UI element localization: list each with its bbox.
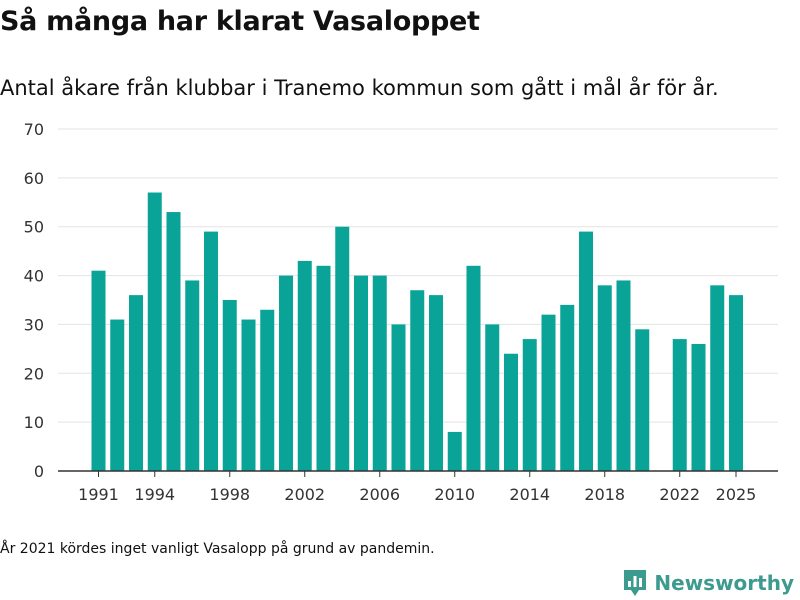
x-tick-label: 2006: [359, 485, 400, 504]
bar-chart: 0 10 20 30 40 50 60 70 1991 1994 1998 2002 2006 2010 2…: [24, 120, 778, 504]
y-tick-label: 60: [24, 169, 44, 188]
bar-2011: [466, 265, 481, 471]
bar-2010: [447, 431, 462, 471]
bar-2009: [429, 295, 443, 471]
bar-2001: [279, 275, 293, 471]
chart-title: Så många har klarat Vasaloppet: [0, 6, 480, 37]
bar-2000: [260, 309, 275, 471]
bar-2005: [354, 275, 368, 471]
footnote: År 2021 kördes inget vanligt Vasalopp på…: [0, 541, 435, 557]
bar-2012: [485, 324, 500, 471]
bar-2017: [579, 231, 593, 471]
bar-2013: [504, 353, 518, 471]
bar-2024: [710, 285, 725, 471]
y-tick-label: 20: [24, 364, 44, 383]
bar-1998: [222, 300, 237, 471]
bar-1995: [166, 212, 181, 472]
bar-2004: [335, 226, 350, 471]
newsworthy-logo: Newsworthy: [622, 568, 794, 598]
bar-1996: [185, 280, 200, 471]
y-tick-label: 10: [24, 413, 44, 432]
x-tick-label: 2002: [284, 485, 325, 504]
bar-1999: [241, 319, 256, 471]
bar-1994: [147, 192, 162, 471]
newsworthy-logo-icon: [624, 570, 647, 596]
bar-2023: [691, 343, 706, 471]
bar-2015: [541, 314, 556, 471]
x-tick-label: 2010: [434, 485, 475, 504]
bar-1993: [129, 295, 143, 471]
bar-2006: [372, 275, 387, 471]
x-tick-label: 1994: [134, 485, 175, 504]
chart-subtitle: Antal åkare från klubbar i Tranemo kommu…: [0, 76, 719, 100]
bar-2003: [316, 265, 331, 471]
bar-2018: [597, 285, 612, 471]
bar-2019: [616, 280, 631, 471]
y-tick-label: 50: [24, 218, 44, 237]
bar-1992: [110, 319, 125, 471]
bar-2020: [635, 329, 650, 471]
x-tick-label: 1991: [78, 485, 119, 504]
bar-2022: [672, 339, 687, 471]
y-tick-label: 0: [34, 462, 44, 481]
bar-2002: [297, 260, 312, 471]
bar-2016: [560, 304, 575, 471]
bars: [91, 192, 743, 472]
x-tick-label: 2025: [716, 485, 757, 504]
bar-2025: [729, 295, 743, 471]
x-tick-label: 2018: [584, 485, 625, 504]
bar-2007: [391, 324, 406, 471]
bar-1991: [91, 270, 106, 471]
x-tick-label: 2014: [509, 485, 550, 504]
x-tick-label: 2022: [659, 485, 700, 504]
y-tick-label: 30: [24, 315, 44, 334]
bar-2008: [410, 290, 425, 471]
brand-name: Newsworthy: [654, 571, 794, 595]
bar-1997: [204, 231, 218, 471]
y-tick-label: 70: [24, 120, 44, 139]
x-tick-label: 1998: [209, 485, 250, 504]
axes: 0 10 20 30 40 50 60 70 1991 1994 1998 2002 2006 2010 2…: [24, 120, 778, 504]
bar-2014: [522, 339, 537, 471]
y-tick-label: 40: [24, 267, 44, 286]
